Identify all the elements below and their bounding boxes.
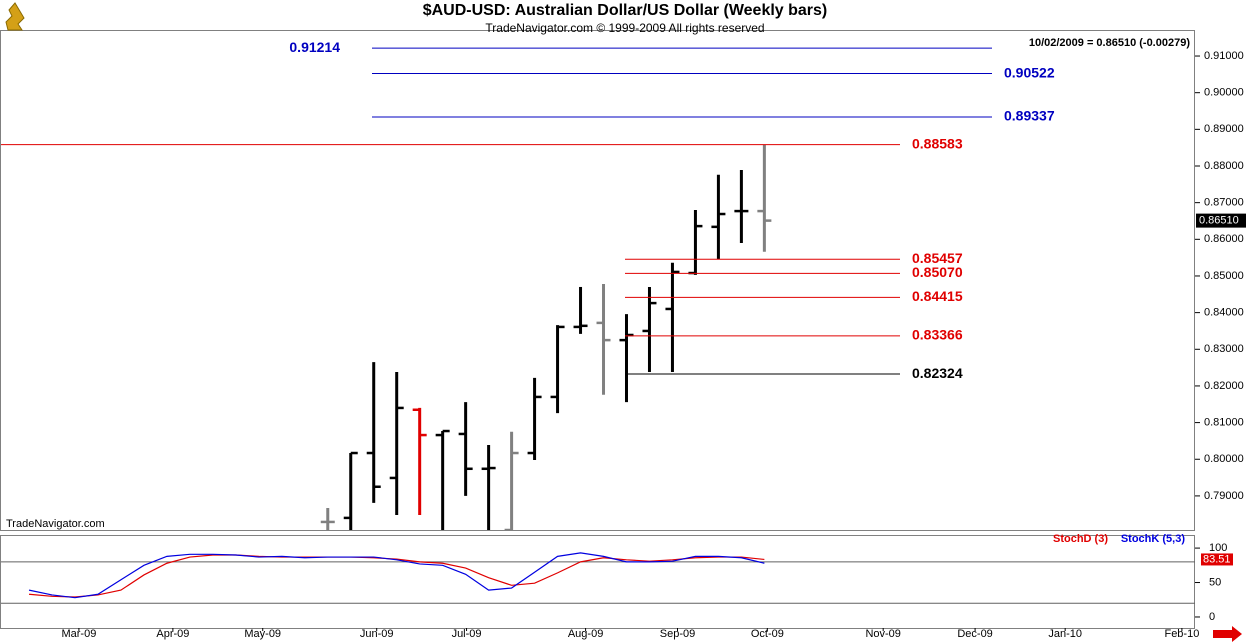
level-label: 0.82324	[912, 365, 963, 381]
x-tick-label: Apr-09	[156, 628, 189, 640]
y-tick-label: 0.81000	[1204, 417, 1244, 429]
level-label: 0.83366	[912, 327, 963, 343]
last-value-label: 83.51	[1203, 553, 1231, 565]
x-tick-label: Dec-09	[957, 628, 992, 640]
y-tick-label: 0.85000	[1204, 270, 1244, 282]
y-tick-label: 0.80000	[1204, 453, 1244, 465]
level-label: 0.85457	[912, 250, 963, 266]
level-label: 0.90522	[1004, 64, 1055, 80]
y-tick-label: 0.79000	[1204, 490, 1244, 502]
stoch-line	[28, 554, 765, 598]
y-tick-label: 0.86000	[1204, 233, 1244, 245]
level-label: 0.84415	[912, 288, 963, 304]
x-tick-label: Jun-09	[360, 628, 394, 640]
bars	[320, 144, 772, 530]
y-tick-label: 100	[1209, 542, 1227, 554]
price-panel	[0, 30, 1195, 531]
watermark: TradeNavigator.com	[6, 518, 105, 530]
x-tick-label: May-09	[244, 628, 281, 640]
y-tick-label: 0.89000	[1204, 123, 1244, 135]
x-tick-label: Nov-09	[865, 628, 900, 640]
level-label: 0.89337	[1004, 108, 1055, 124]
level-label: 0.85070	[912, 264, 963, 280]
x-tick-label: Feb-10	[1164, 628, 1199, 640]
chart-subtitle: TradeNavigator.com © 1999-2009 All right…	[485, 21, 764, 35]
y-tick-label: 0.91000	[1204, 50, 1244, 62]
y-tick-label: 50	[1209, 576, 1221, 588]
y-tick-label: 0.87000	[1204, 197, 1244, 209]
info-text: 10/02/2009 = 0.86510 (-0.00279)	[1029, 37, 1190, 49]
y-tick-label: 0.84000	[1204, 307, 1244, 319]
y-tick-label: 0	[1209, 611, 1215, 623]
y-tick-label: 0.83000	[1204, 343, 1244, 355]
x-tick-label: Aug-09	[568, 628, 603, 640]
last-price-label: 0.86510	[1199, 215, 1239, 227]
last-price-box	[1196, 213, 1246, 228]
stoch-line	[28, 552, 765, 599]
level-label: 0.88583	[912, 135, 963, 151]
x-tick-label: Mar-09	[61, 628, 96, 640]
chart-title: $AUD-USD: Australian Dollar/US Dollar (W…	[423, 2, 828, 19]
y-tick-label: 0.82000	[1204, 380, 1244, 392]
last-value-box	[1201, 553, 1233, 566]
x-tick-label: Jan-10	[1048, 628, 1082, 640]
stoch-panel	[0, 535, 1195, 629]
y-tick-label: 0.90000	[1204, 87, 1244, 99]
legend-entry: StochK (5,3)	[1121, 533, 1186, 545]
y-tick-label: 0.88000	[1204, 160, 1244, 172]
stoch-lines	[28, 552, 765, 599]
x-tick-label: Sep-09	[660, 628, 695, 640]
logo	[5, 2, 25, 31]
level-label: 0.91214	[289, 39, 340, 55]
x-tick-label: Jul-09	[452, 628, 482, 640]
legend-entry: StochD (3)	[1053, 533, 1108, 545]
scroll-arrow[interactable]	[1213, 626, 1242, 642]
x-tick-label: Oct-09	[751, 628, 784, 640]
